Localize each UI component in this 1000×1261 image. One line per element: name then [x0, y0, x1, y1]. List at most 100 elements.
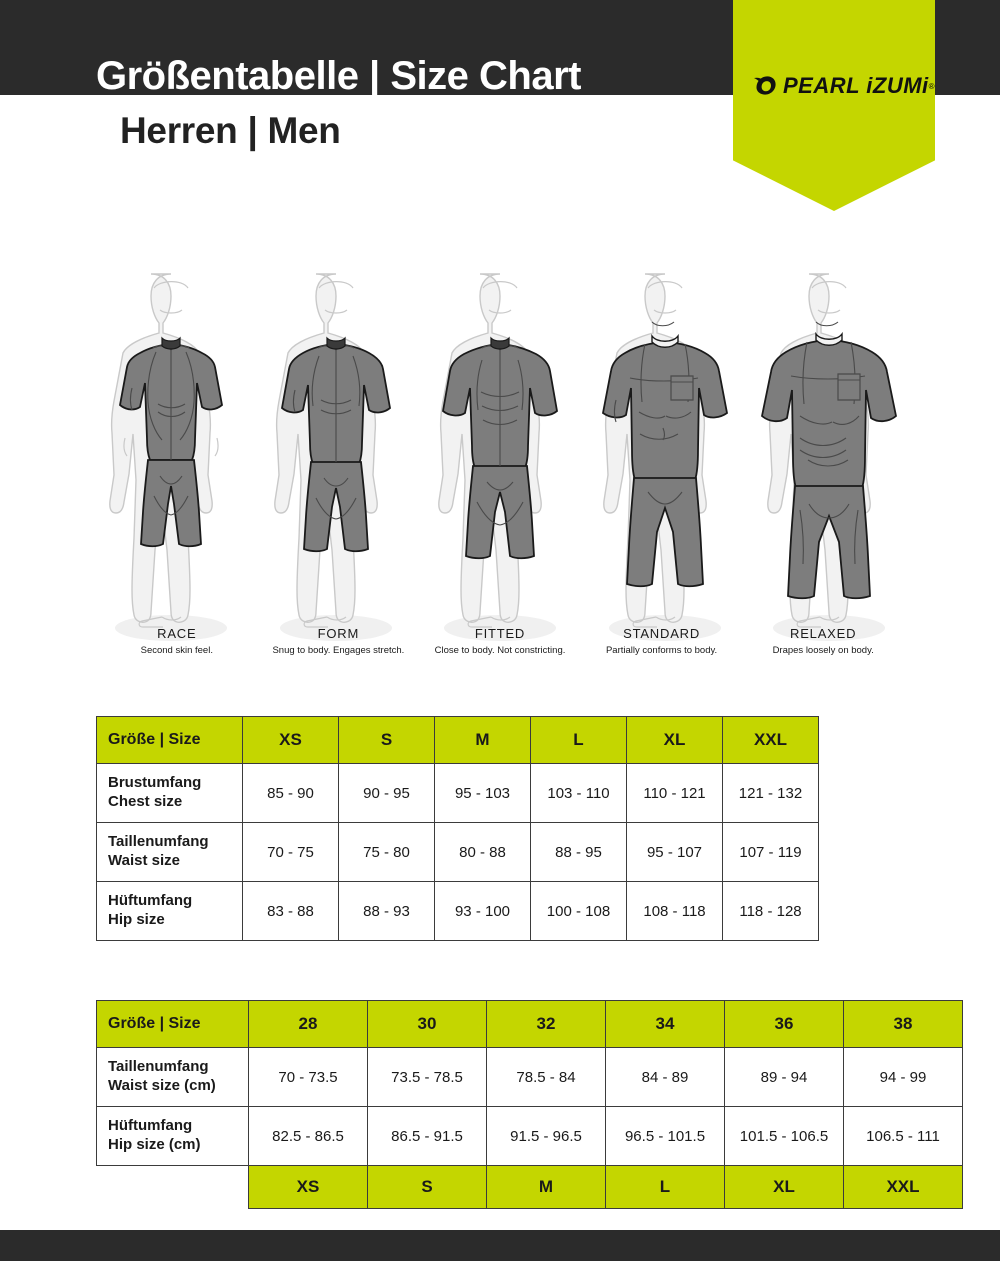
pearl-izumi-logo: PEARL iZUMi ® — [752, 70, 935, 102]
pearl-izumi-mark-icon — [754, 76, 776, 95]
row-label-hip: Hüftumfang Hip size — [96, 881, 243, 941]
brand-registered-mark: ® — [928, 81, 935, 91]
row-label-de: Brustumfang — [108, 774, 202, 792]
table-row-waist: Taillenumfang Waist size 70 - 75 75 - 80… — [96, 822, 819, 882]
cell-waist-l: 88 - 95 — [530, 822, 627, 882]
brand-banner — [733, 0, 935, 211]
cell-waist-s: 75 - 80 — [338, 822, 435, 882]
fit-label-form: FORM Snug to body. Engages stretch. — [258, 626, 420, 666]
cell-hip-xxl: 118 - 128 — [722, 881, 819, 941]
equiv-size-xl: XL — [724, 1165, 844, 1209]
table-row-hip-cm: Hüftumfang Hip size (cm) 82.5 - 86.5 86.… — [96, 1106, 963, 1166]
fit-description: Snug to body. Engages stretch. — [272, 644, 405, 656]
cell-chest-xxl: 121 - 132 — [722, 763, 819, 823]
row-label-waist-cm: Taillenumfang Waist size (cm) — [96, 1047, 249, 1107]
cell-waist-38: 94 - 99 — [843, 1047, 963, 1107]
cell-waist-xxl: 107 - 119 — [722, 822, 819, 882]
equiv-size-xs: XS — [248, 1165, 368, 1209]
row-label-de: Taillenumfang — [108, 833, 209, 851]
standard-figure-icon — [601, 273, 728, 641]
fit-description: Drapes loosely on body. — [772, 644, 874, 656]
size-table-letter: Größe | Size XS S M L XL XXL Brustumfang… — [96, 716, 819, 941]
cell-hip-l: 100 - 108 — [530, 881, 627, 941]
fit-label-fitted: FITTED Close to body. Not constricting. — [419, 626, 581, 666]
figure-relaxed — [754, 260, 904, 652]
table2-col-32: 32 — [486, 1000, 606, 1048]
cell-waist-36: 89 - 94 — [724, 1047, 844, 1107]
page-title: Größentabelle | Size Chart — [96, 54, 581, 98]
footer-bar — [0, 1230, 1000, 1261]
fit-label-standard: STANDARD Partially conforms to body. — [581, 626, 743, 666]
table2-header-label: Größe | Size — [96, 1000, 249, 1048]
cell-waist-32: 78.5 - 84 — [486, 1047, 606, 1107]
cell-waist-34: 84 - 89 — [605, 1047, 725, 1107]
table2-col-30: 30 — [367, 1000, 487, 1048]
cell-hip-xl: 108 - 118 — [626, 881, 723, 941]
cell-chest-xl: 110 - 121 — [626, 763, 723, 823]
fit-description: Second skin feel. — [140, 644, 213, 656]
row-label-en: Chest size — [108, 793, 183, 810]
brand-wordmark: PEARL iZUMi — [783, 73, 929, 98]
equiv-size-xxl: XXL — [843, 1165, 963, 1209]
fit-label-relaxed: RELAXED Drapes loosely on body. — [742, 626, 904, 666]
row-label-en: Hip size (cm) — [108, 1136, 201, 1153]
fit-name: FORM — [317, 626, 360, 641]
row-label-en: Waist size — [108, 852, 180, 869]
cell-hip-36: 101.5 - 106.5 — [724, 1106, 844, 1166]
row-label-de: Hüftumfang — [108, 892, 193, 910]
race-figure-icon — [109, 273, 227, 641]
cell-waist-28: 70 - 73.5 — [248, 1047, 368, 1107]
table1-col-xl: XL — [626, 716, 723, 764]
fit-description: Partially conforms to body. — [605, 644, 718, 656]
cell-chest-l: 103 - 110 — [530, 763, 627, 823]
equiv-size-m: M — [486, 1165, 606, 1209]
row-label-en: Hip size — [108, 911, 165, 928]
table1-col-s: S — [338, 716, 435, 764]
row-label-chest: Brustumfang Chest size — [96, 763, 243, 823]
table1-col-xs: XS — [242, 716, 339, 764]
table-row-waist-cm: Taillenumfang Waist size (cm) 70 - 73.5 … — [96, 1047, 963, 1107]
spacer-cell — [96, 1165, 249, 1209]
fit-description: Close to body. Not constricting. — [434, 644, 566, 656]
form-figure-icon — [273, 273, 392, 641]
row-label-hip-cm: Hüftumfang Hip size (cm) — [96, 1106, 249, 1166]
table2-size-equivalent-row: XS S M L XL XXL — [96, 1165, 963, 1209]
cell-waist-xs: 70 - 75 — [242, 822, 339, 882]
fit-name: RACE — [157, 626, 197, 641]
cell-waist-30: 73.5 - 78.5 — [367, 1047, 487, 1107]
fit-labels-row: RACE Second skin feel. FORM Snug to body… — [96, 626, 904, 666]
page-subtitle: Herren | Men — [120, 110, 341, 151]
table1-col-m: M — [434, 716, 531, 764]
fit-name: RELAXED — [790, 626, 857, 641]
row-label-de: Hüftumfang — [108, 1117, 193, 1135]
table2-col-38: 38 — [843, 1000, 963, 1048]
figure-form — [261, 260, 411, 652]
table1-col-xxl: XXL — [722, 716, 819, 764]
table1-header-label: Größe | Size — [96, 716, 243, 764]
cell-chest-m: 95 - 103 — [434, 763, 531, 823]
cell-hip-30: 86.5 - 91.5 — [367, 1106, 487, 1166]
table2-col-36: 36 — [724, 1000, 844, 1048]
fit-label-race: RACE Second skin feel. — [96, 626, 258, 666]
relaxed-figure-icon — [761, 273, 897, 641]
fit-illustrations — [96, 232, 904, 652]
cell-hip-28: 82.5 - 86.5 — [248, 1106, 368, 1166]
fit-name: STANDARD — [623, 626, 701, 641]
cell-chest-s: 90 - 95 — [338, 763, 435, 823]
figure-standard — [590, 260, 740, 652]
table1-col-l: L — [530, 716, 627, 764]
cell-hip-s: 88 - 93 — [338, 881, 435, 941]
cell-waist-xl: 95 - 107 — [626, 822, 723, 882]
fitted-figure-icon — [438, 273, 558, 641]
equiv-size-l: L — [605, 1165, 725, 1209]
row-label-waist: Taillenumfang Waist size — [96, 822, 243, 882]
table2-col-28: 28 — [248, 1000, 368, 1048]
table-header-row: Größe | Size XS S M L XL XXL — [96, 716, 819, 764]
size-table-numeric: Größe | Size 28 30 32 34 36 38 Taillenum… — [96, 1000, 963, 1209]
cell-hip-m: 93 - 100 — [434, 881, 531, 941]
cell-hip-32: 91.5 - 96.5 — [486, 1106, 606, 1166]
row-label-de: Taillenumfang — [108, 1058, 209, 1076]
cell-chest-xs: 85 - 90 — [242, 763, 339, 823]
equiv-size-s: S — [367, 1165, 487, 1209]
figure-fitted — [425, 260, 575, 652]
